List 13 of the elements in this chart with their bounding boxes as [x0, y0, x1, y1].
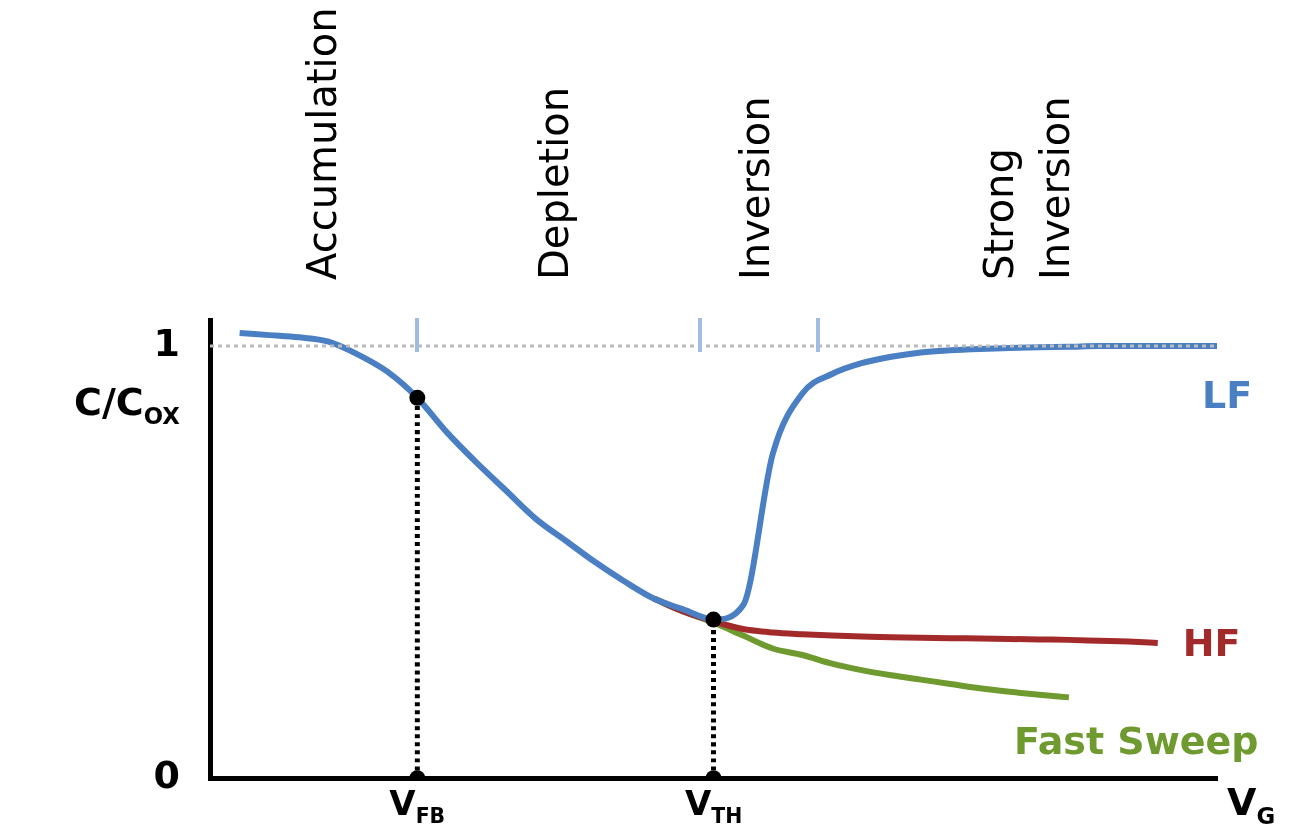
- y-tick-label: 0: [153, 753, 180, 798]
- series-label: HF: [1182, 620, 1241, 665]
- text: Accumulation: [299, 7, 346, 280]
- text: Strong Inversion: [976, 96, 1079, 280]
- series-label: LF: [1202, 372, 1253, 417]
- y-axis-title: C/C$_{OX}$: [74, 380, 180, 429]
- text: Inversion: [732, 96, 779, 280]
- x-tick-label: V$_{TH}$: [685, 783, 743, 828]
- x-axis-title: V$_{G}$: [1227, 780, 1276, 829]
- series-label: Fast Sweep: [1013, 719, 1259, 764]
- x-tick-label: V$_{FB}$: [389, 783, 446, 828]
- text: Depletion: [530, 86, 577, 280]
- y-tick-label: 1: [153, 320, 180, 365]
